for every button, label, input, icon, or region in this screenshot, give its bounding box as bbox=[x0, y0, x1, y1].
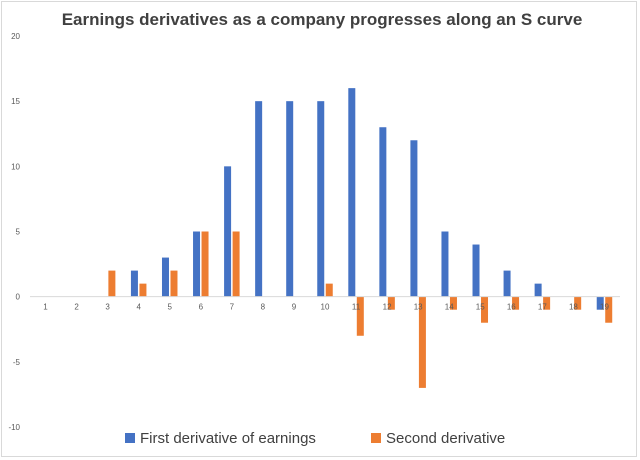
bar-first-derivative bbox=[317, 101, 325, 297]
bar-first-derivative bbox=[224, 166, 232, 297]
bar-first-derivative bbox=[503, 270, 511, 297]
y-tick-label: 20 bbox=[11, 32, 20, 41]
x-tick-label: 3 bbox=[105, 303, 110, 312]
x-axis: 1 2 3 4 5 6 7 8 9 10 11 12 13 14 15 16 17 18 19 bbox=[43, 303, 609, 312]
bar-second-derivative bbox=[481, 296, 489, 323]
y-tick-label: 0 bbox=[16, 293, 21, 302]
bar-second-derivative bbox=[512, 296, 520, 310]
x-tick-label: 12 bbox=[383, 303, 392, 312]
bar-first-derivative bbox=[596, 296, 604, 310]
bar-first-derivative bbox=[255, 101, 263, 297]
bar-second-derivative bbox=[418, 296, 426, 388]
y-tick-label: 15 bbox=[11, 97, 20, 106]
bars bbox=[108, 88, 613, 388]
x-tick-label: 10 bbox=[321, 303, 330, 312]
bar-second-derivative bbox=[449, 296, 457, 310]
x-tick-label: 11 bbox=[352, 303, 361, 312]
x-tick-label: 6 bbox=[199, 303, 204, 312]
bar-first-derivative bbox=[379, 127, 387, 297]
bar-second-derivative bbox=[574, 296, 582, 310]
bar-second-derivative bbox=[356, 296, 364, 336]
x-tick-label: 4 bbox=[136, 303, 141, 312]
x-tick-label: 5 bbox=[168, 303, 173, 312]
bar-first-derivative bbox=[161, 257, 169, 297]
x-tick-label: 19 bbox=[600, 303, 609, 312]
bar-first-derivative bbox=[286, 101, 294, 297]
bar-second-derivative bbox=[170, 270, 178, 297]
x-tick-label: 7 bbox=[230, 303, 235, 312]
legend-swatch bbox=[371, 433, 381, 443]
x-tick-label: 14 bbox=[445, 303, 454, 312]
bar-second-derivative bbox=[201, 231, 209, 297]
bar-first-derivative bbox=[130, 270, 138, 297]
bar-first-derivative bbox=[534, 283, 542, 297]
y-tick-label: 5 bbox=[16, 228, 21, 237]
bar-second-derivative bbox=[543, 296, 551, 310]
x-tick-label: 16 bbox=[507, 303, 516, 312]
bar-second-derivative bbox=[232, 231, 240, 297]
x-tick-label: 17 bbox=[538, 303, 547, 312]
bar-first-derivative bbox=[193, 231, 201, 297]
bar-first-derivative bbox=[472, 244, 480, 297]
chart-title: Earnings derivatives as a company progre… bbox=[62, 10, 583, 29]
x-tick-label: 8 bbox=[261, 303, 266, 312]
bar-second-derivative bbox=[325, 283, 333, 297]
bar-second-derivative bbox=[139, 283, 147, 297]
legend-label: First derivative of earnings bbox=[140, 430, 316, 447]
bar-first-derivative bbox=[348, 88, 356, 297]
x-tick-label: 2 bbox=[74, 303, 79, 312]
legend-label: Second derivative bbox=[386, 430, 505, 447]
y-tick-label: 10 bbox=[11, 162, 20, 171]
y-axis: -10 -5 0 5 10 15 20 bbox=[8, 32, 20, 432]
legend-swatch bbox=[125, 433, 135, 443]
legend: First derivative of earnings Second deriv… bbox=[125, 430, 505, 447]
y-tick-label: -10 bbox=[8, 423, 20, 432]
bar-second-derivative bbox=[605, 296, 613, 323]
x-tick-label: 9 bbox=[292, 303, 297, 312]
x-tick-label: 18 bbox=[569, 303, 578, 312]
x-tick-label: 15 bbox=[476, 303, 485, 312]
bar-first-derivative bbox=[441, 231, 449, 297]
x-tick-label: 1 bbox=[43, 303, 48, 312]
bar-second-derivative bbox=[387, 296, 395, 310]
y-tick-label: -5 bbox=[13, 358, 21, 367]
x-tick-label: 13 bbox=[414, 303, 423, 312]
bar-second-derivative bbox=[108, 270, 116, 297]
bar-first-derivative bbox=[410, 140, 418, 297]
